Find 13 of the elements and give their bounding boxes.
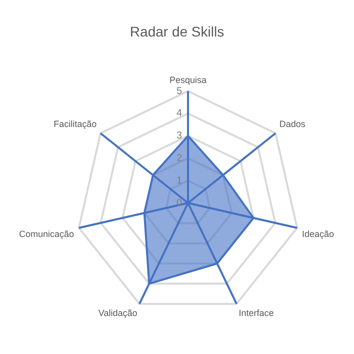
y-tick-label: 4: [176, 108, 182, 120]
spoke-label: Pesquisa: [169, 75, 207, 86]
spoke-label: Facilitação: [54, 119, 97, 130]
chart-title: Radar de Skills: [130, 23, 224, 40]
spoke-label: Comunicação: [18, 228, 74, 239]
spoke-label: Interface: [238, 308, 274, 318]
spoke-label: Ideação: [302, 228, 334, 239]
y-tick-label: 5: [176, 86, 182, 97]
y-tick-label: 3: [176, 130, 182, 142]
spoke-label: Validação: [98, 308, 138, 318]
y-tick-label: 2: [176, 152, 182, 164]
spoke-label: Dados: [279, 119, 306, 130]
y-tick-label: 1: [176, 175, 182, 186]
